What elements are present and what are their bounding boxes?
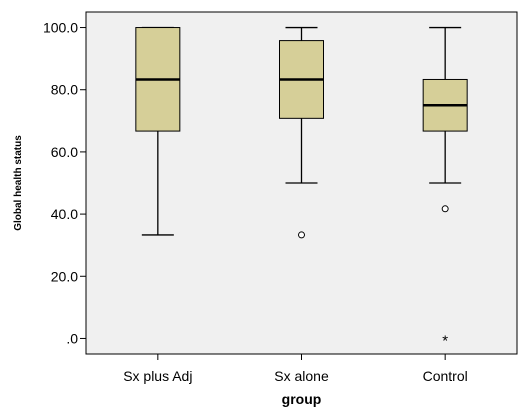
y-tick-label: 60.0 [51,144,78,160]
x-tick-label: Sx alone [274,368,329,384]
y-tick-label: 40.0 [51,206,78,222]
x-axis-title: group [282,391,322,407]
y-tick-label: 80.0 [51,82,78,98]
x-tick-label: Sx plus Adj [123,368,192,384]
outlier-point [442,206,448,212]
y-axis-title: Global health status [13,135,24,231]
x-axis: Sx plus Adj Sx alone Control [123,354,468,384]
y-tick-label: 100.0 [43,20,78,36]
x-tick-label: Control [423,368,468,384]
outlier-point [299,232,305,238]
y-tick-label: .0 [66,330,78,346]
y-tick-label: 20.0 [51,268,78,284]
y-axis: .0 20.0 40.0 60.0 80.0 100.0 [43,20,86,347]
extreme-point: * [442,332,448,349]
